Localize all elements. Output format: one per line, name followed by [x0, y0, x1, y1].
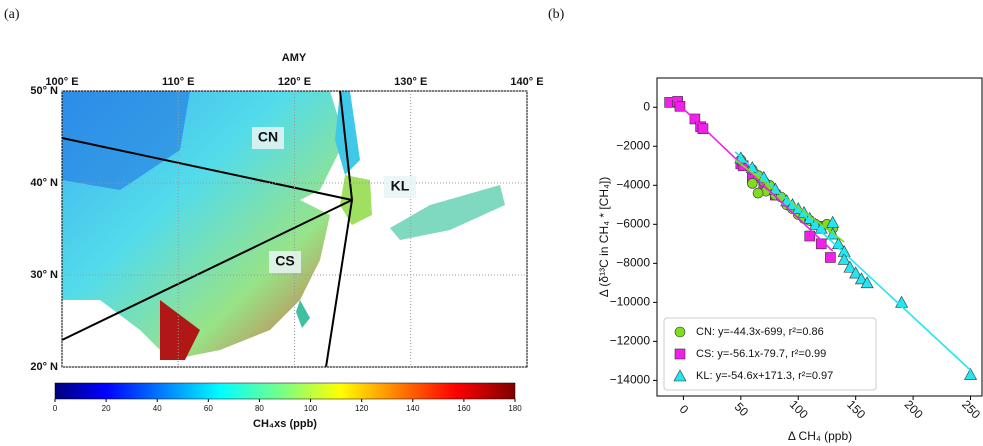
point [964, 367, 978, 380]
region-label-box [252, 127, 284, 149]
legend-label: KL: y=-54.6x+171.3, r²=0.97 [696, 370, 833, 382]
fit-line [671, 97, 834, 252]
legend-label: CN: y=-44.3x-699, r²=0.86 [696, 326, 824, 338]
region-lines [61, 90, 353, 368]
x-tick-label: 50 [732, 400, 752, 420]
x-tick-label: 150 [844, 397, 868, 421]
lon-tick-label: 110° E [162, 76, 195, 88]
colorbar-tick-label: 160 [457, 404, 471, 413]
colorbar-tick-label: 120 [355, 404, 369, 413]
x-tick-label: 0 [677, 402, 692, 417]
point [837, 252, 851, 265]
point [826, 215, 840, 228]
lat-tick-label: 20° N [30, 361, 58, 373]
point [854, 272, 868, 285]
legend-box [663, 317, 877, 391]
point [860, 276, 874, 289]
region-label-box [269, 251, 301, 273]
x-tick-label: 100 [787, 397, 811, 421]
colorbar-tick-label: 80 [255, 404, 264, 413]
colorbar-tick-label: 140 [406, 404, 420, 413]
lon-tick-label: 130° E [394, 76, 427, 88]
colorbar [54, 382, 516, 400]
region-label: CS [275, 253, 294, 269]
point [825, 252, 836, 263]
x-tick-label: 250 [959, 397, 983, 421]
region-label-box [384, 176, 416, 198]
panel-label: (a) [4, 7, 20, 22]
lat-tick-label: 40° N [30, 177, 58, 189]
y-tick-label: −2000 [616, 138, 650, 152]
y-tick-label: −12000 [610, 334, 651, 348]
region-label: KL [391, 178, 410, 194]
lon-tick-label: 100° E [45, 76, 78, 88]
lon-tick-label: 120° E [278, 76, 311, 88]
plot-frame [656, 77, 983, 397]
point [752, 187, 764, 199]
y-tick-label: −14000 [610, 373, 651, 387]
y-tick-label: −6000 [616, 216, 650, 230]
y-tick-label: −8000 [616, 256, 650, 270]
y-tick-label: 0 [643, 99, 650, 113]
x-axis-label: Δ CH₄ (ppb) [788, 429, 852, 443]
fit-line [734, 151, 972, 371]
point [849, 266, 863, 279]
y-tick-label: −4000 [616, 177, 650, 191]
legend-marker [674, 348, 686, 360]
colorbar-tick-label: 60 [204, 404, 213, 413]
legend-marker [673, 369, 687, 382]
lat-tick-label: 30° N [30, 269, 58, 281]
legend-marker [674, 326, 686, 338]
region-label: CN [258, 129, 278, 145]
map-title: AMY [282, 52, 307, 64]
colorbar-tick-label: 20 [102, 404, 111, 413]
y-tick-label: −10000 [610, 295, 651, 309]
panel-label: (b) [548, 7, 565, 22]
lat-tick-label: 50° N [30, 85, 58, 97]
fit-line [734, 159, 845, 243]
lon-tick-label: 140° E [510, 76, 543, 88]
colorbar-tick-label: 180 [508, 404, 522, 413]
point [697, 123, 709, 135]
legend-label: CS: y=-56.1x-79.7, r²=0.99 [696, 348, 826, 360]
y-axis-label: Δ (δ¹³C in CH₄ * [CH₄]) [597, 177, 611, 298]
colorbar-tick-label: 0 [53, 404, 58, 413]
point [831, 237, 845, 250]
colorbar-label: CH₄xs (ppb) [253, 418, 317, 430]
x-tick-label: 200 [902, 397, 926, 421]
colorbar-tick-label: 100 [304, 404, 318, 413]
point [804, 230, 816, 242]
point [843, 260, 857, 273]
point [747, 178, 758, 189]
colorbar-tick-label: 40 [153, 404, 162, 413]
